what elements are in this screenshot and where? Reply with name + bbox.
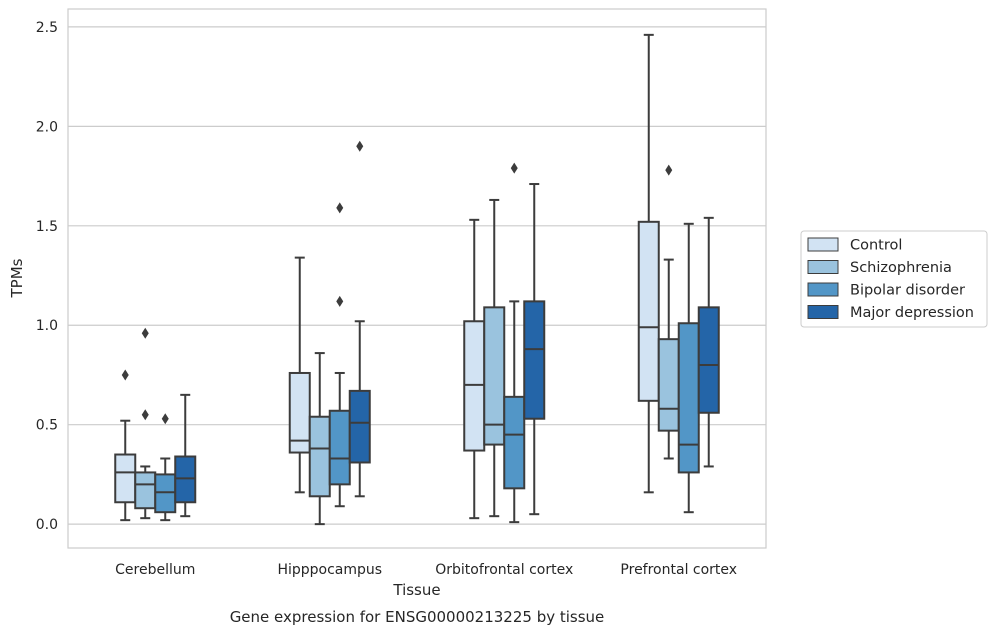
box <box>134 471 157 510</box>
box <box>288 371 311 454</box>
box <box>657 338 680 432</box>
box <box>523 300 546 420</box>
box <box>308 415 331 498</box>
x-tick-label: Cerebellum <box>115 562 195 578</box>
y-tick-label: 2.0 <box>36 119 58 135</box>
y-tick-label: 1.0 <box>36 318 58 334</box>
legend-label: Control <box>850 238 902 254</box>
outlier-marker <box>665 164 673 176</box>
y-tick-label: 0.0 <box>36 517 58 533</box>
outlier-marker <box>161 413 169 425</box>
outlier-marker <box>141 409 149 421</box>
box <box>348 389 371 464</box>
x-tick-label: Prefrontal cortex <box>620 562 737 578</box>
category-group <box>637 33 720 514</box>
y-tick-label: 2.5 <box>36 20 58 36</box>
chart-caption: Gene expression for ENSG00000213225 by t… <box>230 608 605 626</box>
box <box>328 409 351 486</box>
x-tick-label: Orbitofrontal cortex <box>435 562 573 578</box>
plot-frame <box>67 8 767 549</box>
y-tick-label: 1.5 <box>36 219 58 235</box>
y-axis-ticks: 0.0 0.5 1.0 1.5 2.0 2.5 <box>36 20 58 533</box>
box <box>697 306 720 414</box>
box <box>677 322 700 474</box>
outlier-marker <box>336 202 344 214</box>
box <box>114 453 137 504</box>
legend-frame <box>800 230 988 328</box>
x-axis-label: Tissue <box>392 581 440 599</box>
x-axis-ticks: Cerebellum Hipppocampus Orbitofrontal cort… <box>115 562 737 578</box>
box <box>483 306 506 446</box>
box <box>637 220 660 402</box>
category-group <box>114 327 197 522</box>
legend-label: Schizophrenia <box>850 260 952 276</box>
category-group <box>288 140 371 526</box>
legend-label: Bipolar disorder <box>850 283 965 299</box>
legend-swatch <box>807 282 839 297</box>
y-tick-label: 0.5 <box>36 418 58 434</box>
x-tick-label: Hipppocampus <box>277 562 382 578</box>
legend-swatch <box>807 237 839 252</box>
outlier-marker <box>510 162 518 174</box>
box <box>503 395 526 490</box>
legend-label: Major depression <box>850 305 974 321</box>
category-group <box>463 162 546 524</box>
legend-swatch <box>807 305 839 319</box>
y-axis-label: TPMs <box>8 258 26 298</box>
outlier-marker <box>121 369 129 381</box>
plot-area <box>68 9 766 548</box>
legend-swatch <box>807 260 839 274</box>
outlier-marker <box>141 327 149 339</box>
outlier-marker <box>356 140 364 152</box>
outlier-marker <box>336 295 344 307</box>
legend: Control Schizophrenia Bipolar disorder Majo… <box>800 230 988 328</box>
box-groups <box>114 33 720 526</box>
